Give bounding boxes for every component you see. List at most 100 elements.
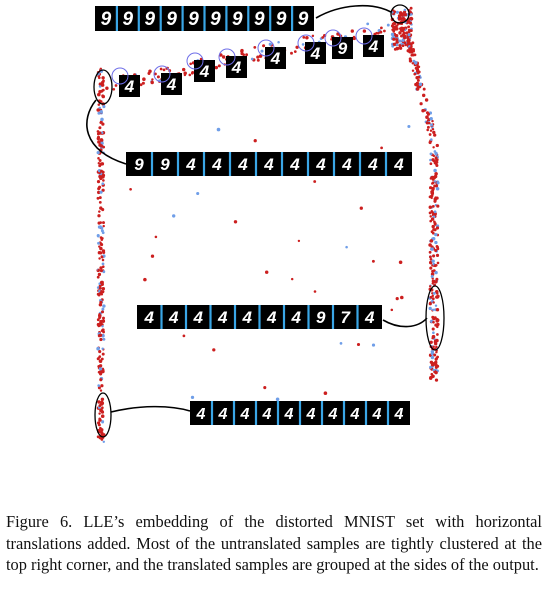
embedding-point xyxy=(97,214,101,218)
embedding-point xyxy=(154,235,158,239)
digit-glyph: 9 xyxy=(254,9,265,30)
embedding-point xyxy=(429,340,433,344)
embedding-point xyxy=(429,158,432,162)
embedding-point xyxy=(371,343,376,347)
embedding-point xyxy=(436,333,439,336)
embedding-point xyxy=(436,261,440,265)
embedding-point xyxy=(432,331,435,335)
embedding-point xyxy=(431,119,434,123)
digit-thumbnail xyxy=(161,73,182,95)
embedding-point xyxy=(222,55,226,59)
embedding-point xyxy=(409,29,413,33)
embedding-point xyxy=(101,249,106,253)
embedding-point xyxy=(435,277,439,281)
embedding-point xyxy=(431,158,435,162)
embedding-point xyxy=(98,313,101,316)
embedding-point xyxy=(97,111,101,115)
embedding-point xyxy=(101,347,104,350)
embedding-point xyxy=(429,162,433,166)
digit-glyph: 9 xyxy=(210,9,221,30)
embedding-point xyxy=(102,433,106,437)
embedding-point xyxy=(422,87,426,91)
embedding-point xyxy=(183,73,187,77)
embedding-point xyxy=(189,62,193,66)
digit-glyph: 4 xyxy=(291,308,302,327)
embedding-point xyxy=(436,355,439,359)
embedding-point xyxy=(199,57,203,61)
embedding-point xyxy=(97,323,102,327)
embedding-point xyxy=(404,43,408,47)
embedding-point xyxy=(380,146,383,150)
embedding-point xyxy=(100,255,104,259)
embedding-point xyxy=(97,386,101,390)
embedding-point xyxy=(428,140,432,145)
embedding-point xyxy=(436,292,439,295)
embedding-point xyxy=(290,277,294,281)
embedding-point xyxy=(98,364,103,368)
embedding-point xyxy=(100,229,104,233)
embedding-point xyxy=(156,75,160,79)
embedding-point xyxy=(100,401,105,405)
embedding-point xyxy=(98,418,102,422)
embedding-point xyxy=(97,140,101,144)
embedding-point xyxy=(395,10,399,14)
embedding-point xyxy=(417,75,421,79)
embedding-point xyxy=(101,258,105,262)
top-cluster-connector xyxy=(315,4,392,19)
embedding-point xyxy=(148,69,152,74)
embedding-point xyxy=(401,44,405,48)
embedding-point xyxy=(432,320,435,324)
digit-glyph: 4 xyxy=(341,155,352,174)
embedding-point xyxy=(98,185,102,189)
embedding-point xyxy=(297,239,301,243)
digit-glyph: 9 xyxy=(134,155,144,174)
embedding-point xyxy=(98,367,103,371)
embedding-point xyxy=(98,286,102,290)
embedding-point xyxy=(99,190,103,194)
embedding-point xyxy=(313,180,317,183)
embedding-point xyxy=(435,317,439,321)
embedding-point xyxy=(432,146,435,149)
embedding-point xyxy=(431,186,435,191)
embedding-point xyxy=(101,76,105,80)
digit-glyph: 4 xyxy=(211,155,222,174)
digit-glyph: 9 xyxy=(123,9,134,30)
digit-glyph: 4 xyxy=(217,308,228,327)
embedding-point xyxy=(431,297,435,301)
digit-glyph: 4 xyxy=(394,406,404,423)
embedding-point xyxy=(428,285,432,288)
embedding-point xyxy=(414,61,418,65)
embedding-point xyxy=(408,49,412,54)
embedding-point xyxy=(429,260,433,264)
embedding-point xyxy=(435,308,440,312)
embedding-point xyxy=(429,219,433,223)
thumbnail-marker xyxy=(111,67,129,85)
embedding-point xyxy=(102,221,105,225)
embedding-point xyxy=(101,122,105,126)
digit-thumbnail xyxy=(332,37,353,59)
embedding-point xyxy=(406,39,410,43)
top-right-cluster-ring xyxy=(390,4,410,24)
embedding-point xyxy=(101,170,105,174)
digit-glyph: 4 xyxy=(263,155,274,174)
embedding-point xyxy=(430,247,434,251)
embedding-point xyxy=(403,8,407,12)
digit-glyph: 4 xyxy=(193,308,204,327)
embedding-point xyxy=(434,248,438,253)
digit-glyph: 4 xyxy=(199,62,210,81)
embedding-point xyxy=(435,226,440,230)
embedding-point xyxy=(196,191,200,196)
digit-glyph: 9 xyxy=(144,9,155,30)
embedding-point xyxy=(425,121,429,125)
embedding-point xyxy=(102,224,105,228)
embedding-point xyxy=(114,84,118,87)
embedding-point xyxy=(97,384,101,387)
embedding-point xyxy=(101,328,105,332)
embedding-point xyxy=(98,164,102,168)
embedding-point xyxy=(102,265,105,268)
digit-thumbnail xyxy=(305,42,326,64)
embedding-point xyxy=(395,297,399,301)
embedding-point xyxy=(431,259,435,263)
digit-glyph: 9 xyxy=(276,9,287,30)
embedding-point xyxy=(429,215,432,218)
